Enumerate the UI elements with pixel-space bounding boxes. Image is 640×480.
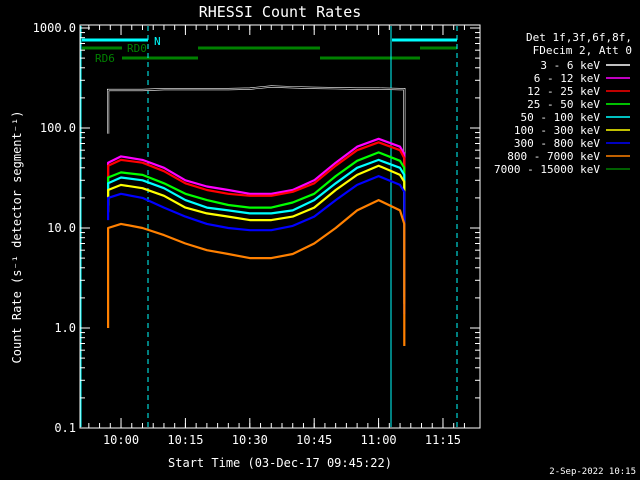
legend-entry-label: 6 - 12 keV [534, 72, 601, 85]
legend-header: Det 1f,3f,6f,8f, [526, 31, 632, 44]
x-tick-label: 10:45 [296, 433, 332, 447]
status-annotation: RD0 [127, 42, 147, 55]
series-line-3 [106, 151, 406, 290]
plot-frame [79, 24, 481, 429]
status-bars: N RD0 RD6 [82, 35, 457, 65]
legend-entry-label: 50 - 100 keV [521, 111, 601, 124]
series-line-4 [106, 158, 406, 297]
series-layer [106, 85, 406, 346]
series-line-5 [106, 164, 406, 304]
legend: Det 1f,3f,6f,8f,FDecim 2, Att 0 3 - 6 keV… [494, 31, 632, 176]
legend-entry-label: 800 - 7000 keV [507, 150, 600, 163]
series-line-7 [106, 199, 406, 346]
y-tick-label: 100.0 [40, 121, 76, 135]
plot-area: N RD0 RD6 [79, 24, 481, 429]
y-tick-label: 1.0 [54, 321, 76, 335]
x-axis-label: Start Time (03-Dec-17 09:45:22) [168, 456, 392, 470]
series-line-6 [106, 175, 406, 314]
legend-entry-label: 12 - 25 keV [527, 85, 600, 98]
footer-date: 2-Sep-2022 10:15 [549, 467, 636, 477]
legend-entry-label: 7000 - 15000 keV [494, 163, 600, 176]
x-tick-label: 10:00 [103, 433, 139, 447]
legend-entry-label: 100 - 300 keV [514, 124, 600, 137]
chart-title: RHESSI Count Rates [199, 3, 362, 21]
y-tick-label: 10.0 [47, 221, 76, 235]
y-tick-label: 1000.0 [33, 21, 76, 35]
series-line-2 [106, 141, 406, 281]
legend-entry-label: 3 - 6 keV [540, 59, 600, 72]
axes: 0.1 1.0 10.0 100.0 1000.0 10:00 10:15 10:30 10:4… [33, 21, 480, 447]
vertical-markers [80, 26, 458, 427]
x-tick-label: 10:15 [167, 433, 203, 447]
legend-entry-label: 300 - 800 keV [514, 137, 600, 150]
legend-header: FDecim 2, Att 0 [533, 44, 632, 57]
series-line-1 [106, 137, 406, 277]
y-tick-label: 0.1 [54, 421, 76, 435]
x-tick-label: 11:00 [361, 433, 397, 447]
series-line-0 [107, 86, 405, 181]
legend-entry-label: 25 - 50 keV [527, 98, 600, 111]
x-tick-label: 11:15 [425, 433, 461, 447]
status-annotation: RD6 [95, 52, 115, 65]
x-tick-label: 10:30 [232, 433, 268, 447]
status-annotation: N [154, 35, 161, 48]
y-axis-label: Count Rate (s⁻¹ detector segment⁻¹) [10, 111, 24, 364]
